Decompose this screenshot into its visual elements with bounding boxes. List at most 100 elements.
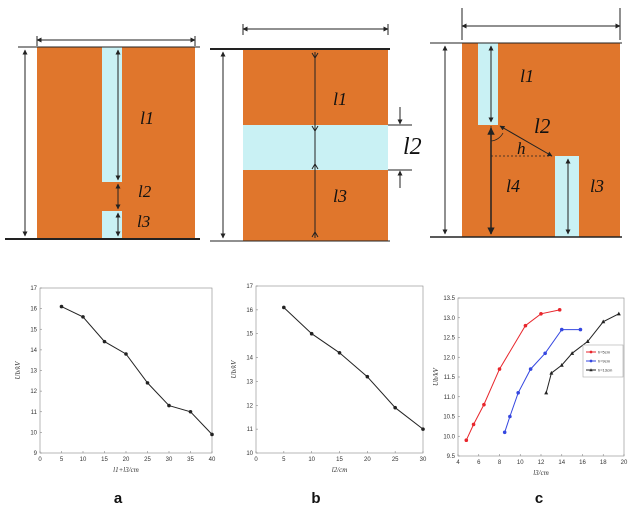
- legend-entry: h=5cm: [598, 350, 611, 355]
- series-line: [61, 306, 213, 435]
- data-point: [544, 390, 549, 395]
- x-tick-label: 10: [517, 460, 524, 466]
- label-l1-c: l1: [520, 66, 534, 86]
- x-tick-label: 5: [282, 457, 286, 463]
- data-point: [570, 351, 575, 355]
- data-point: [124, 352, 128, 356]
- y-tick-label: 14: [246, 356, 253, 362]
- data-point: [543, 351, 547, 356]
- panel-label-c: c: [535, 490, 543, 507]
- x-tick-label: 25: [392, 457, 399, 463]
- x-tick-label: 35: [187, 457, 194, 463]
- gap-strip-lower-c: [555, 156, 579, 237]
- angle-arc-c: [490, 132, 504, 142]
- y-tick-label: 16: [246, 308, 253, 314]
- diagram-c: l1 l2 h l4 l3: [430, 8, 622, 238]
- y-axis-label: Ub/kV: [432, 367, 440, 386]
- y-tick-label: 15: [246, 332, 253, 338]
- y-tick-label: 11: [31, 410, 38, 416]
- data-point: [616, 311, 621, 316]
- chart-c: 4 6 8 10 12 14 16 18 20 9.5 10.0 10.5 11.0 11.5 12.0 12…: [432, 296, 628, 477]
- label-l3-b: l3: [333, 186, 347, 206]
- x-axis-label: l1+l3/cm: [113, 466, 139, 474]
- x-tick-label: 5: [60, 457, 64, 463]
- y-tick-label: 10: [30, 430, 37, 436]
- y-tick-label: 15: [30, 327, 37, 333]
- y-tick-label: 9.5: [447, 454, 456, 460]
- y-tick-label: 17: [246, 284, 253, 290]
- x-tick-label: 25: [144, 457, 151, 463]
- x-tick-label: 18: [600, 460, 607, 466]
- x-tick-label: 20: [621, 460, 628, 466]
- gap-strip-lower-a: [102, 211, 122, 239]
- y-tick-label: 12: [246, 403, 253, 409]
- data-point: [578, 327, 583, 332]
- legend-entry: h=13cm: [598, 368, 613, 373]
- y-axis-label: Ub/kV: [230, 360, 238, 379]
- data-point: [559, 327, 564, 332]
- x-tick-label: 10: [308, 457, 315, 463]
- data-point: [81, 315, 85, 319]
- label-l2-c: l2: [534, 114, 551, 138]
- data-point: [601, 319, 606, 324]
- chart-b: 0 5 10 15 20 25 30 10 11 12 13 14 15 16 17 l2/cm Ub/kV: [230, 284, 427, 474]
- data-point: [549, 370, 554, 375]
- plot-area: [255, 285, 424, 454]
- x-tick-label: 6: [477, 460, 481, 466]
- data-point: [421, 427, 425, 431]
- y-tick-label: 11.5: [444, 375, 456, 381]
- data-point: [365, 374, 370, 379]
- data-point: [471, 422, 476, 427]
- x-tick-label: 10: [80, 457, 87, 463]
- plot-area: [39, 287, 213, 454]
- x-tick-label: 12: [538, 460, 545, 466]
- data-point: [188, 409, 193, 414]
- y-tick-label: 12.0: [443, 355, 455, 361]
- data-point: [464, 438, 469, 443]
- x-tick-label: 15: [336, 457, 343, 463]
- data-point: [557, 308, 562, 312]
- data-point: [539, 312, 543, 316]
- data-point: [282, 305, 286, 310]
- l2-diagonal-dimension-c: [499, 125, 553, 157]
- data-point: [145, 381, 150, 385]
- label-l3-c: l3: [590, 176, 604, 196]
- x-axis-label: l2/cm: [332, 466, 348, 474]
- data-point: [508, 414, 512, 419]
- y-tick-label: 12: [30, 389, 37, 395]
- x-tick-label: 30: [420, 457, 427, 463]
- y-tick-label: 13.5: [443, 296, 455, 302]
- x-tick-label: 14: [558, 460, 565, 466]
- gap-strip-upper-c: [478, 43, 498, 125]
- label-l2-a: l2: [138, 182, 152, 201]
- panel-label-a: a: [114, 490, 123, 507]
- x-tick-label: 8: [498, 460, 502, 466]
- data-point: [309, 331, 314, 336]
- y-tick-label: 11: [247, 427, 254, 433]
- series-line: [465, 309, 560, 441]
- x-tick-label: 20: [364, 457, 371, 463]
- y-tick-label: 11.0: [444, 395, 456, 401]
- diagram-b: l1 l2 l3: [210, 24, 422, 242]
- y-tick-label: 10.5: [443, 415, 455, 421]
- diagram-a: l1 l2 l3: [5, 36, 200, 240]
- data-point: [497, 367, 502, 371]
- y-tick-label: 10: [246, 451, 253, 457]
- x-tick-label: 0: [38, 457, 42, 463]
- data-point: [102, 339, 107, 344]
- y-tick-label: 17: [30, 286, 37, 292]
- data-point: [210, 432, 214, 437]
- label-l1-b: l1: [333, 89, 347, 109]
- y-tick-label: 9: [34, 451, 38, 457]
- y-tick-label: 14: [30, 348, 37, 354]
- data-point: [585, 339, 590, 344]
- series-line: [283, 307, 424, 430]
- y-tick-label: 12.5: [443, 336, 455, 342]
- panel-label-b: b: [311, 490, 320, 507]
- legend-entry: h=9cm: [598, 359, 611, 364]
- data-point: [59, 304, 64, 309]
- data-point: [167, 403, 171, 408]
- label-l3-a: l3: [137, 212, 150, 231]
- label-l1-a: l1: [140, 108, 154, 128]
- gap-strip-upper-a: [102, 47, 122, 182]
